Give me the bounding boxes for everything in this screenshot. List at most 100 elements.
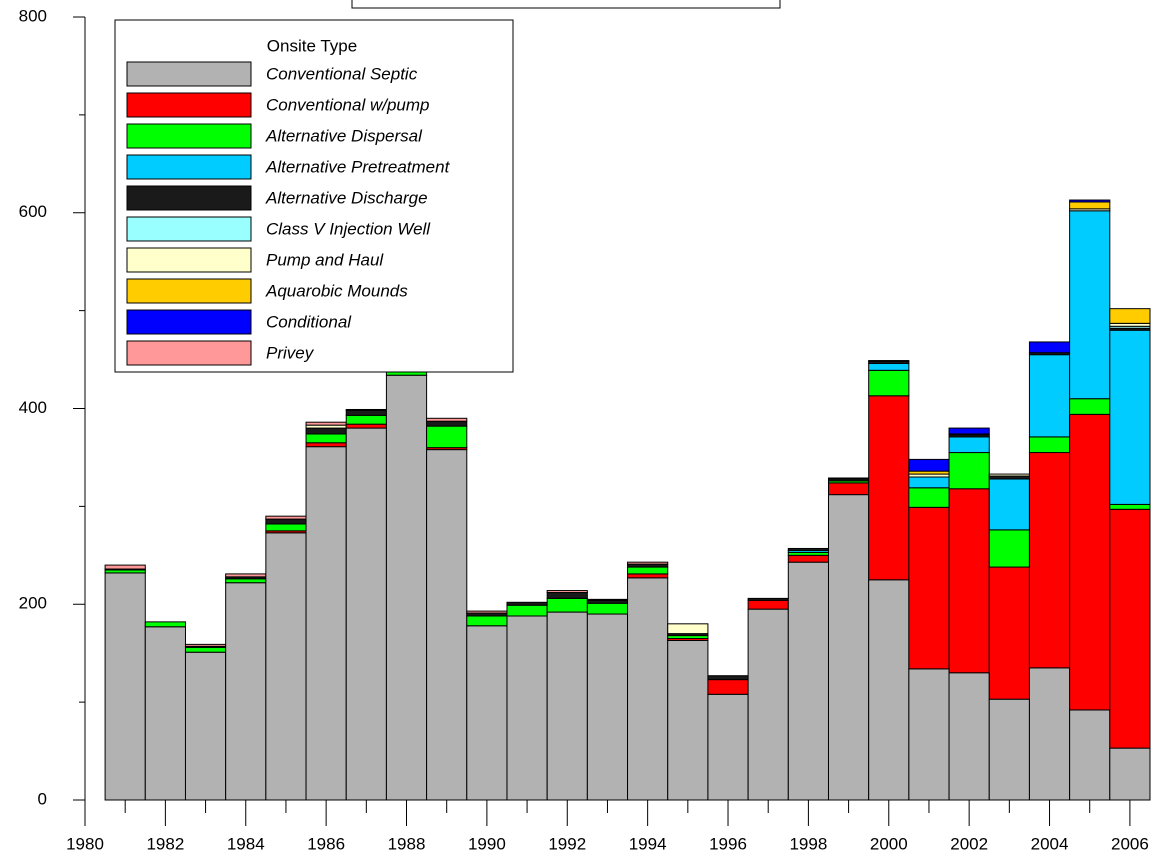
bar-segment — [707, 693, 749, 801]
bar-segment — [225, 573, 267, 578]
x-tick-label: 1990 — [468, 834, 506, 853]
bar-segment — [345, 409, 387, 416]
bar-segment — [1028, 354, 1071, 438]
bar-segment — [988, 473, 1030, 477]
bar-segment — [948, 436, 990, 454]
bar-segment — [908, 668, 950, 801]
legend-title: Onsite Type — [267, 36, 357, 55]
y-tick-label: 600 — [19, 202, 47, 221]
bar-segment — [305, 421, 347, 426]
bar-segment — [908, 487, 950, 508]
bar-segment — [184, 643, 227, 647]
bar-segment — [948, 427, 990, 435]
bar-segment — [868, 395, 910, 581]
bar-segment — [184, 646, 227, 653]
legend-label: Class V Injection Well — [266, 219, 431, 238]
bar-segment — [546, 590, 588, 594]
bar-segment — [466, 610, 508, 614]
bar-segment — [787, 547, 829, 551]
bar-segment — [265, 515, 307, 520]
bar-segment — [627, 561, 669, 565]
bar-segment — [426, 449, 468, 801]
bar-segment — [908, 476, 950, 489]
bar-segment — [1028, 436, 1071, 454]
bar-segment — [104, 572, 146, 801]
bar-segment — [1109, 308, 1151, 324]
bar-segment — [426, 425, 468, 449]
bar-segment — [586, 598, 629, 601]
bar-segment — [948, 488, 990, 674]
y-tick-label: 400 — [19, 398, 47, 417]
bar-segment — [466, 615, 508, 627]
x-tick-label: 1994 — [629, 834, 667, 853]
bar-segment — [345, 408, 387, 411]
bar-segment — [305, 442, 347, 448]
bar-segment — [225, 582, 267, 801]
bar-segment — [747, 599, 789, 610]
bar-segment — [546, 592, 588, 599]
bar-segment — [1028, 452, 1071, 669]
bar-segment — [627, 577, 669, 801]
bar-segment — [506, 604, 548, 617]
legend-swatch — [126, 340, 252, 366]
legend-label: Alternative Discharge — [265, 188, 428, 207]
legend-swatch — [126, 61, 252, 87]
x-tick-label: 2000 — [870, 834, 908, 853]
bar-segment — [586, 613, 629, 801]
bar-segment — [546, 597, 588, 613]
bar-segment — [586, 602, 629, 615]
legend-label: Conventional Septic — [266, 64, 418, 83]
legend-label: Conditional — [266, 312, 352, 331]
bar-segment — [868, 360, 910, 363]
x-tick-label: 2004 — [1031, 834, 1069, 853]
bar-segment — [265, 532, 307, 801]
legend-label: Privey — [266, 343, 315, 362]
bar-segment — [787, 554, 829, 563]
bar-segment — [827, 494, 870, 801]
bar-segment — [265, 518, 307, 525]
legend-label: Conventional w/pump — [266, 95, 429, 114]
bar-segment — [627, 573, 669, 579]
bar-segment — [908, 506, 950, 670]
bar-segment — [707, 675, 749, 681]
bar-segment — [1109, 329, 1151, 505]
bar-segment — [747, 608, 789, 801]
bar-segment — [827, 477, 870, 480]
bar-segment — [988, 529, 1030, 568]
legend-label: Alternative Dispersal — [265, 126, 423, 145]
bar-segment — [868, 362, 910, 371]
legend-swatch — [126, 309, 252, 335]
title-box — [351, 0, 781, 9]
x-tick-label: 1982 — [146, 834, 184, 853]
bar-segment — [1069, 709, 1111, 801]
bar-segment — [345, 414, 387, 425]
bar-segment — [1028, 341, 1071, 354]
bar-segment — [988, 566, 1030, 700]
bar-segment — [104, 564, 146, 570]
bar-segment — [1109, 503, 1151, 510]
bar-segment — [627, 566, 669, 575]
legend-swatch — [126, 154, 252, 180]
legend-label: Aquarobic Mounds — [265, 281, 408, 300]
x-tick-label: 1988 — [388, 834, 426, 853]
x-tick-label: 1992 — [548, 834, 586, 853]
bar-segment — [1069, 201, 1111, 210]
legend-label: Pump and Haul — [266, 250, 384, 269]
bar-segment — [787, 561, 829, 801]
x-tick-label: 2006 — [1111, 834, 1149, 853]
bar-segment — [1109, 747, 1151, 801]
legend-swatch — [126, 185, 252, 211]
legend-swatch — [126, 92, 252, 118]
bar-segment — [385, 374, 428, 801]
bar-segment — [747, 597, 789, 601]
x-tick-label: 1998 — [789, 834, 827, 853]
bar-segment — [868, 369, 910, 397]
legend-label: Alternative Pretreatment — [265, 157, 451, 176]
bar-segment — [426, 420, 468, 427]
bar-segment — [225, 578, 267, 584]
bar-segment — [667, 623, 709, 635]
legend-swatch — [126, 247, 252, 273]
bar-segment — [707, 679, 749, 695]
bar-segment — [948, 672, 990, 801]
